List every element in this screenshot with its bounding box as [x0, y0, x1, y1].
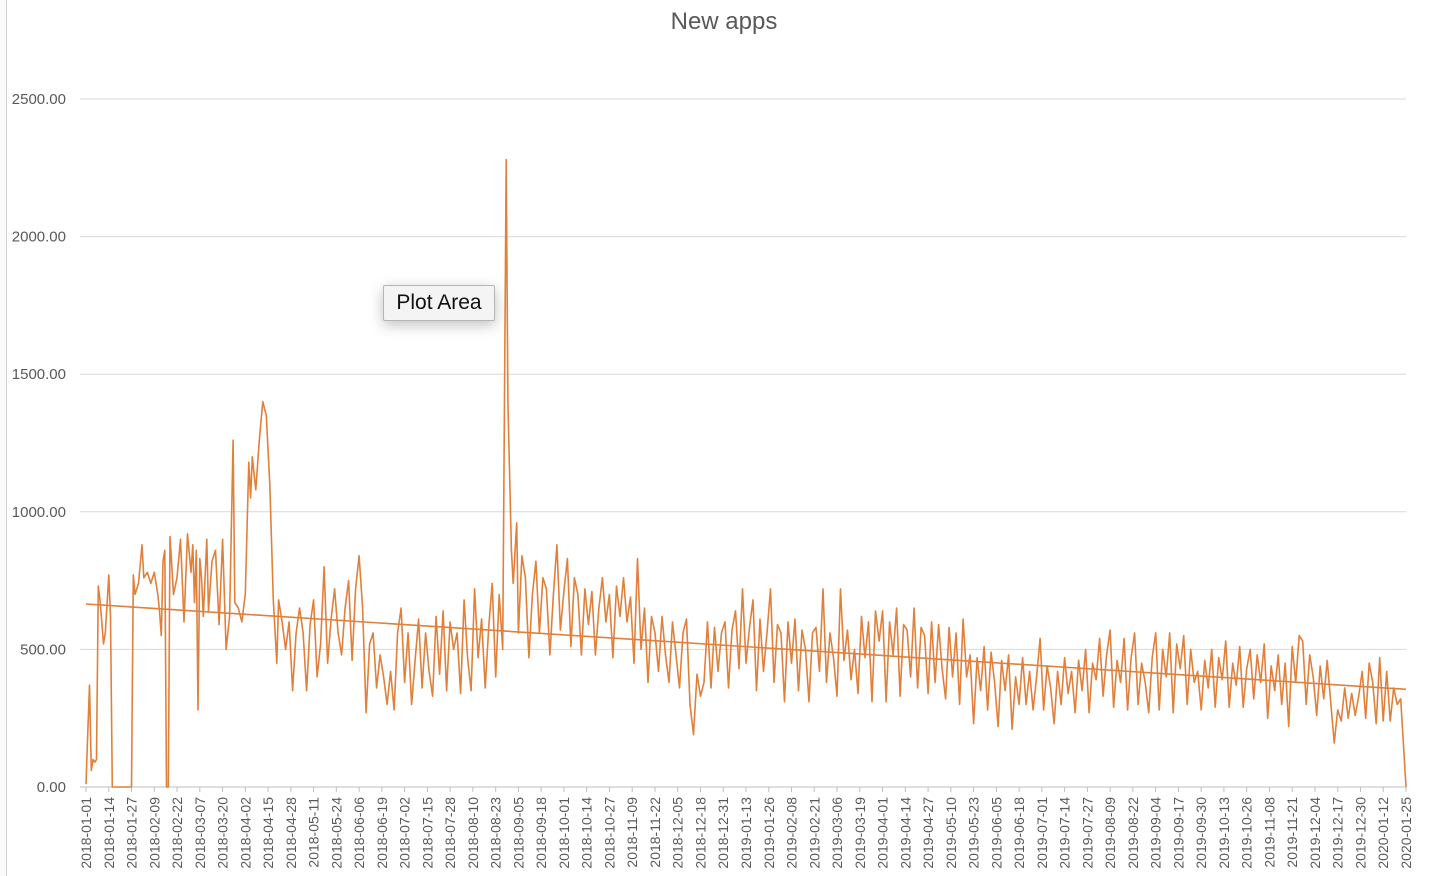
x-tick-label: 2019-07-01 [1034, 797, 1050, 869]
y-axis-tick-labels: 0.00 500.00 1000.00 1500.00 2000.00 2500.00 [12, 91, 66, 796]
x-axis-tick-labels: 2018-01-01 2018-01-14 2018-01-27 2018-02-09… [78, 797, 1414, 869]
x-tick-label: 2018-08-10 [465, 797, 481, 869]
x-tick-label: 2018-06-19 [374, 797, 390, 869]
y-tick-label: 2000.00 [12, 229, 66, 246]
x-tick-label: 2019-03-06 [829, 797, 845, 869]
x-tick-label: 2018-08-23 [488, 797, 504, 869]
left-ruler [0, 0, 7, 876]
x-tick-label: 2019-08-22 [1125, 797, 1141, 869]
series-line[interactable] [85, 158, 1407, 788]
x-tick-label: 2019-11-08 [1261, 797, 1277, 868]
x-tick-label: 2019-06-05 [988, 797, 1004, 869]
y-tick-label: 1000.00 [12, 504, 66, 521]
x-tick-label: 2018-07-15 [419, 797, 435, 869]
x-tick-label: 2018-04-15 [260, 797, 276, 869]
x-tick-label: 2018-10-01 [556, 797, 572, 869]
x-tick-label: 2019-05-10 [943, 797, 959, 869]
series-layer [85, 158, 1407, 788]
plot-area-tooltip: Plot Area [383, 285, 495, 321]
x-tick-label: 2018-04-28 [283, 797, 299, 869]
x-tick-label: 2018-12-18 [692, 797, 708, 869]
x-tick-label: 2019-07-14 [1057, 797, 1073, 869]
x-tick-label: 2018-05-11 [306, 797, 322, 868]
x-tick-label: 2019-01-13 [738, 797, 754, 869]
x-tick-label: 2018-07-28 [442, 797, 458, 869]
x-tick-label: 2019-11-21 [1284, 797, 1300, 868]
x-tick-label: 2019-12-17 [1330, 797, 1346, 869]
x-tick-label: 2018-10-27 [601, 797, 617, 869]
x-tick-label: 2018-04-02 [237, 797, 253, 869]
y-tick-label: 1500.00 [12, 366, 66, 383]
x-tick-label: 2019-10-26 [1239, 797, 1255, 869]
x-tick-label: 2020-01-25 [1398, 797, 1414, 869]
x-tick-label: 2019-07-27 [1079, 797, 1095, 869]
x-tick-label: 2018-02-09 [146, 797, 162, 869]
x-tick-label: 2018-03-07 [192, 797, 208, 869]
x-tick-label: 2020-01-12 [1375, 797, 1391, 869]
x-tick-label: 2018-09-05 [510, 797, 526, 869]
x-tick-label: 2018-12-31 [715, 797, 731, 869]
x-tick-label: 2019-06-18 [1011, 797, 1027, 869]
x-tick-label: 2019-02-08 [784, 797, 800, 869]
x-tick-label: 2019-12-30 [1352, 797, 1368, 869]
x-tick-label: 2018-01-27 [124, 797, 140, 869]
x-tick-label: 2019-09-17 [1170, 797, 1186, 869]
x-tick-label: 2019-04-14 [897, 797, 913, 869]
chart-title: New apps [670, 8, 778, 35]
x-tick-label: 2018-01-14 [101, 797, 117, 869]
y-tick-label: 500.00 [20, 641, 66, 658]
trend-line[interactable] [85, 603, 1407, 691]
x-tick-label: 2018-01-01 [78, 797, 94, 869]
grid-layer [80, 98, 1407, 792]
x-tick-label: 2019-05-23 [966, 797, 982, 869]
x-tick-label: 2019-02-21 [806, 797, 822, 869]
x-tick-label: 2019-01-26 [761, 797, 777, 869]
x-tick-label: 2018-11-22 [647, 797, 663, 868]
x-tick-label: 2019-04-27 [920, 797, 936, 869]
y-tick-label: 2500.00 [12, 91, 66, 108]
x-tick-label: 2018-03-20 [215, 797, 231, 869]
x-tick-label: 2019-12-04 [1307, 797, 1323, 869]
x-tick-label: 2018-11-09 [624, 797, 640, 868]
x-tick-label: 2019-08-09 [1102, 797, 1118, 869]
x-tick-label: 2018-05-24 [328, 797, 344, 869]
x-tick-label: 2019-09-04 [1148, 797, 1164, 869]
x-tick-label: 2019-04-01 [875, 797, 891, 869]
x-tick-label: 2018-12-05 [670, 797, 686, 869]
x-tick-label: 2018-02-22 [169, 797, 185, 869]
x-tick-label: 2019-09-30 [1193, 797, 1209, 869]
x-tick-label: 2018-06-06 [351, 797, 367, 869]
x-tick-label: 2018-07-02 [397, 797, 413, 869]
x-tick-label: 2018-09-18 [533, 797, 549, 869]
x-tick-label: 2018-10-14 [579, 797, 595, 869]
x-tick-label: 2019-10-13 [1216, 797, 1232, 869]
x-tick-label: 2019-03-19 [852, 797, 868, 869]
y-tick-label: 0.00 [37, 779, 66, 796]
